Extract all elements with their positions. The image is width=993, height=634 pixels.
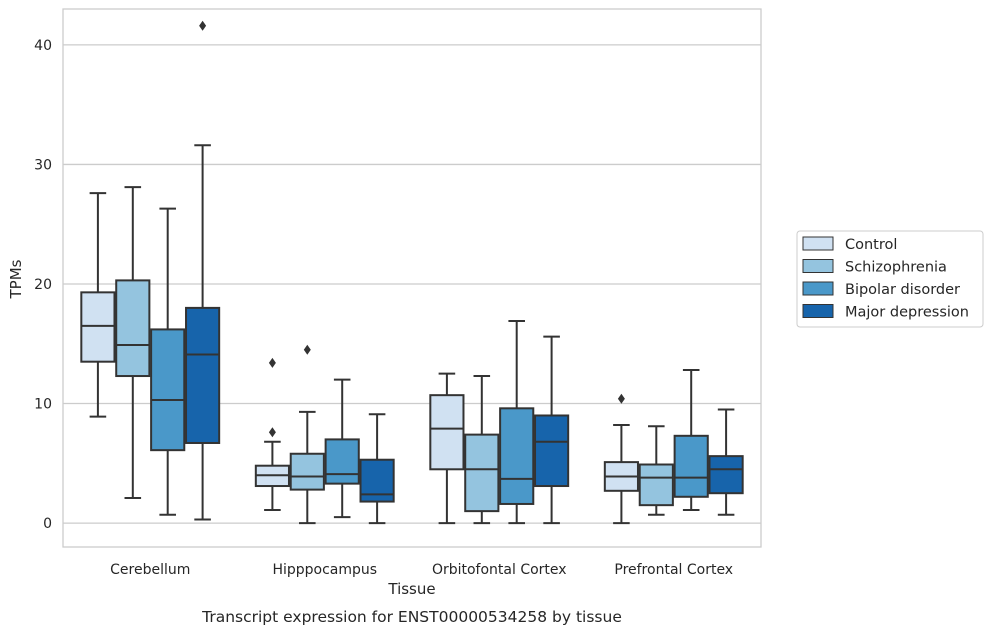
box-plot — [289, 344, 325, 525]
legend: Control Schizophrenia Bipolar disorder Majo… — [796, 230, 984, 328]
x-axis-ticks: Cerebellum Hipppocampus Orbitofontal Corte… — [110, 562, 733, 578]
box-plot — [185, 20, 221, 521]
x-tick-label: Prefrontal Cortex — [614, 562, 733, 578]
box — [150, 328, 186, 452]
box — [499, 407, 535, 505]
box-plot — [603, 393, 639, 525]
box — [673, 434, 709, 498]
box — [464, 433, 500, 513]
series-schizophrenia — [115, 186, 674, 525]
y-tick-label: 20 — [34, 277, 52, 293]
box — [638, 463, 674, 507]
box — [185, 306, 221, 444]
outlier-point — [199, 20, 207, 31]
outlier-point — [303, 344, 311, 355]
box — [324, 438, 360, 485]
x-tick-label: Cerebellum — [110, 562, 190, 578]
box — [534, 414, 570, 488]
legend-label: Schizophrenia — [845, 260, 947, 276]
legend-swatch — [802, 259, 834, 273]
legend-label: Major depression — [845, 305, 969, 321]
box-plot — [708, 408, 744, 516]
box-plot — [150, 207, 186, 516]
x-axis-title: Tissue — [387, 580, 435, 598]
chart-caption: Transcript expression for ENST0000053425… — [201, 608, 622, 626]
x-tick-label: Orbitofontal Cortex — [432, 562, 567, 578]
legend-swatch — [802, 281, 834, 296]
box-plot — [638, 425, 674, 516]
box-plot — [673, 369, 709, 511]
box — [115, 279, 151, 378]
legend-swatch — [802, 304, 834, 318]
box — [708, 455, 744, 495]
legend-swatch — [802, 236, 834, 251]
box-plot — [534, 335, 570, 525]
series-control — [80, 192, 639, 525]
plot-frame — [62, 8, 762, 548]
outlier-point — [268, 427, 276, 438]
box — [289, 452, 325, 491]
box-plot — [80, 192, 116, 418]
legend-label: Bipolar disorder — [845, 282, 960, 298]
y-tick-label: 0 — [43, 516, 52, 532]
box-plot — [464, 375, 500, 525]
legend-frame — [796, 230, 984, 328]
box-plot — [359, 413, 395, 525]
legend-label: Control — [845, 237, 897, 253]
y-tick-label: 40 — [34, 38, 52, 54]
outlier-point — [617, 393, 625, 404]
outlier-point — [268, 357, 276, 368]
box-plot — [499, 320, 535, 525]
y-tick-label: 10 — [34, 397, 52, 413]
box — [429, 394, 465, 471]
box-plot — [429, 372, 465, 525]
series-bipolar-disorder — [150, 207, 709, 525]
box-plot — [254, 357, 290, 511]
box — [80, 291, 116, 363]
box-plot — [324, 378, 360, 519]
y-tick-label: 30 — [34, 157, 52, 173]
y-axis-title: TPMs — [7, 259, 25, 299]
y-axis-ticks: 0 10 20 30 40 — [34, 38, 52, 532]
box-plot-series — [80, 20, 744, 525]
box-plot — [115, 186, 151, 499]
x-tick-label: Hipppocampus — [272, 562, 377, 578]
series-major-depression — [185, 20, 744, 525]
